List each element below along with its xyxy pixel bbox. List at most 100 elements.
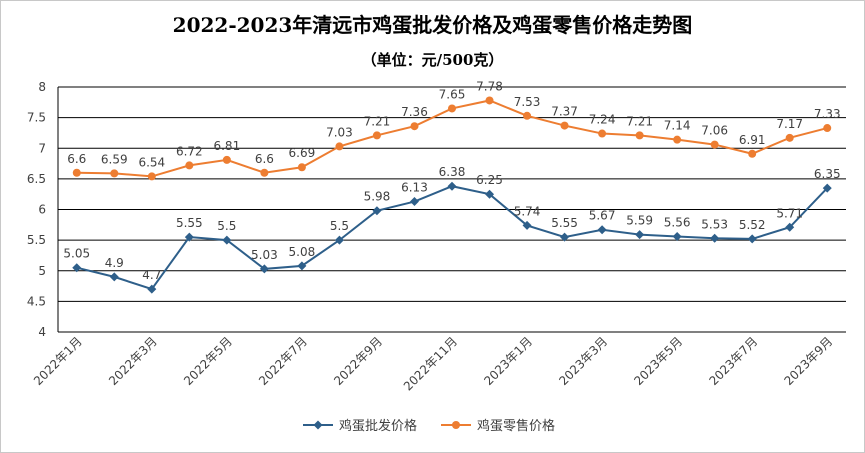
y-tick-label: 7	[38, 141, 46, 155]
x-tick-label: 2022年5月	[181, 334, 235, 388]
retail-data-label: 7.53	[514, 95, 541, 109]
y-tick-label: 4.5	[27, 294, 46, 308]
wholesale-data-label: 6.38	[439, 165, 466, 179]
retail-price-marker	[297, 163, 306, 172]
retail-price-marker	[485, 96, 494, 105]
retail-price-marker	[147, 172, 156, 181]
y-tick-label: 8	[38, 80, 46, 94]
retail-data-label: 6.54	[138, 155, 165, 169]
retail-data-label: 7.65	[439, 87, 466, 101]
wholesale-price-marker	[560, 232, 570, 242]
wholesale-price-marker	[485, 189, 495, 199]
retail-price-marker	[335, 142, 344, 151]
retail-data-label: 6.69	[289, 146, 316, 160]
retail-data-label: 6.81	[213, 139, 240, 153]
retail-data-label: 6.6	[255, 152, 274, 166]
retail-price-marker	[635, 131, 644, 140]
wholesale-data-label: 5.55	[176, 216, 203, 230]
x-tick-label: 2023年9月	[781, 334, 835, 388]
retail-price-marker	[448, 104, 456, 113]
retail-data-label: 6.59	[101, 152, 128, 166]
retail-data-label: 7.17	[776, 117, 803, 131]
retail-price-marker	[673, 135, 682, 144]
retail-price-marker	[260, 168, 269, 177]
wholesale-price-marker	[184, 232, 194, 242]
wholesale-data-label: 5.71	[776, 206, 803, 220]
wholesale-data-label: 4.7	[142, 268, 161, 282]
wholesale-data-label: 5.98	[364, 190, 391, 204]
retail-data-label: 7.37	[551, 105, 578, 119]
wholesale-price-marker	[522, 220, 532, 230]
wholesale-data-label: 5.05	[63, 247, 90, 261]
retail-data-label: 7.06	[701, 124, 728, 138]
retail-data-label: 7.24	[589, 113, 616, 127]
x-tick-label: 2023年3月	[556, 334, 610, 388]
retail-data-label: 7.03	[326, 125, 353, 139]
retail-price-marker	[560, 121, 569, 130]
wholesale-price-marker	[372, 206, 382, 216]
x-tick-label: 2022年3月	[106, 334, 160, 388]
wholesale-price-marker	[109, 272, 119, 282]
wholesale-data-label: 5.55	[551, 216, 578, 230]
x-tick-label: 2022年9月	[331, 334, 385, 388]
wholesale-data-label: 5.74	[514, 204, 541, 218]
retail-data-label: 7.36	[401, 105, 428, 119]
wholesale-price-marker	[597, 225, 607, 235]
wholesale-price-marker	[447, 181, 457, 191]
wholesale-data-label: 4.9	[105, 256, 124, 270]
wholesale-data-label: 6.35	[814, 167, 841, 181]
y-tick-label: 6.5	[27, 172, 46, 186]
wholesale-price-marker	[147, 284, 157, 294]
wholesale-price-marker	[672, 231, 682, 241]
chart-subtitle: （单位：元/500克）	[361, 51, 504, 69]
retail-price-marker	[598, 129, 607, 138]
retail-price-marker	[823, 124, 832, 133]
wholesale-data-label: 5.59	[626, 214, 653, 228]
wholesale-data-label: 5.52	[739, 218, 766, 232]
wholesale-price-marker	[635, 230, 645, 240]
x-tick-label: 2023年1月	[481, 334, 535, 388]
x-tick-label: 2022年1月	[31, 334, 85, 388]
chart-title: 2022-2023年清远市鸡蛋批发价格及鸡蛋零售价格走势图	[172, 13, 693, 37]
y-tick-label: 7.5	[27, 111, 46, 125]
retail-price-marker	[748, 149, 757, 158]
wholesale-price-marker	[747, 234, 757, 244]
wholesale-price-marker	[297, 261, 307, 271]
y-tick-label: 6	[38, 203, 46, 217]
y-tick-label: 4	[38, 325, 46, 339]
wholesale-price-marker	[334, 235, 344, 245]
wholesale-data-label: 5.03	[251, 248, 278, 262]
retail-data-label: 7.78	[476, 79, 503, 93]
legend-retail-label: 鸡蛋零售价格	[477, 418, 555, 434]
wholesale-data-label: 6.13	[401, 181, 428, 195]
retail-data-label: 7.21	[364, 114, 391, 128]
wholesale-price-marker	[409, 197, 419, 207]
legend-wholesale-label: 鸡蛋批发价格	[339, 418, 417, 434]
wholesale-price-marker	[785, 222, 795, 232]
wholesale-data-label: 6.25	[476, 173, 503, 187]
retail-price-marker	[410, 122, 419, 131]
x-tick-label: 2022年11月	[401, 334, 460, 393]
y-tick-label: 5	[38, 264, 46, 278]
retail-price-marker	[372, 131, 381, 140]
wholesale-data-label: 5.53	[701, 217, 728, 231]
wholesale-price-marker	[259, 264, 269, 274]
x-tick-label: 2023年5月	[631, 334, 685, 388]
wholesale-price-marker	[72, 263, 82, 273]
retail-data-label: 6.91	[739, 133, 766, 147]
x-tick-label: 2022年7月	[256, 334, 310, 388]
retail-data-label: 7.14	[664, 119, 691, 133]
x-tick-label: 2023年7月	[706, 334, 760, 388]
retail-data-label: 7.33	[814, 107, 841, 121]
wholesale-price-marker	[710, 233, 720, 243]
retail-price-marker	[222, 155, 231, 164]
retail-price-marker	[710, 140, 719, 149]
wholesale-data-label: 5.56	[664, 215, 691, 229]
legend-circle-marker	[452, 421, 460, 429]
retail-price-marker	[72, 168, 81, 177]
wholesale-data-label: 5.08	[289, 245, 316, 259]
y-tick-label: 5.5	[27, 233, 46, 247]
wholesale-price-marker	[822, 183, 832, 193]
